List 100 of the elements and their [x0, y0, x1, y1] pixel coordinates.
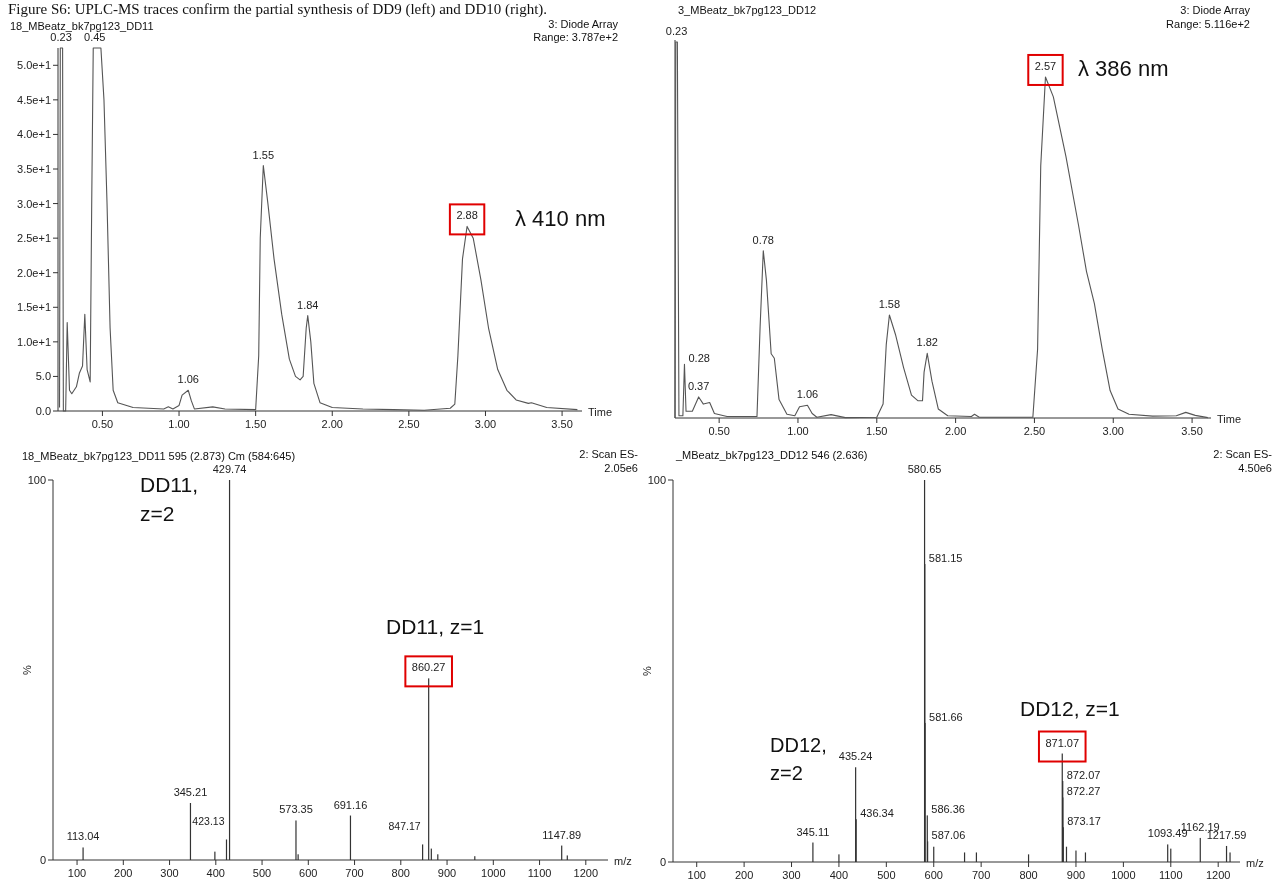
x-tick-label: 700 [971, 869, 991, 881]
y-tick-label: 3.5e+1 [17, 163, 51, 175]
annotation: DD11, z=1 [386, 615, 485, 638]
x-tick-label: 100 [687, 869, 706, 881]
x-tick-label: 700 [345, 867, 364, 879]
annotation: 573.35 [279, 803, 313, 816]
annotation: 847.17 [388, 820, 421, 833]
x-tick-label: 3.00 [1102, 425, 1124, 437]
annotation: DD11, z=2 [140, 473, 198, 526]
x-tick-label: 0.50 [91, 418, 114, 430]
y-tick-label: 0 [39, 854, 46, 866]
x-tick-label: 500 [877, 869, 896, 881]
annotation: 691.16 [333, 798, 368, 811]
text: 2: Scan ES- [1213, 448, 1273, 460]
chart-title: 18_MBeatz_bk7pg123_DD11 [10, 20, 154, 32]
annotation: 1.84 [297, 298, 319, 311]
annotation: 1.58 [878, 297, 901, 310]
annotation: 871.07 [1045, 736, 1080, 749]
annotation: 872.07 [1066, 769, 1101, 782]
x-tick-label: 3.00 [474, 418, 497, 430]
text: 2.05e6 [604, 462, 638, 474]
y-tick-label: 4.5e+1 [17, 93, 51, 106]
annotation: 0.78 [752, 233, 774, 246]
x-axis-title: Time [1217, 413, 1242, 425]
annotation: 1.06 [177, 373, 199, 386]
annotation: 586.36 [931, 803, 965, 816]
annotation: 1147.89 [542, 828, 582, 841]
x-tick-label: 900 [437, 867, 457, 879]
x-tick-label: 1100 [527, 867, 552, 879]
chart-title: 3_MBeatz_bk7pg123_DD12 [678, 4, 817, 16]
y-tick-label: 5.0e+1 [17, 59, 51, 72]
x-tick-label: 200 [114, 867, 133, 879]
annotation: 2.57 [1034, 59, 1057, 72]
annotation: 860.27 [411, 661, 446, 674]
x-tick-label: 3.50 [1181, 425, 1203, 437]
x-tick-label: 600 [924, 869, 943, 881]
annotation: 0.23 [665, 25, 688, 37]
text: 3: Diode Array [1180, 4, 1251, 16]
y-tick-label: 0 [659, 856, 666, 868]
caption: Figure S6: UPLC-MS traces confirm the partial synthesis of DD9 (left) and DD10 (right). [8, 1, 548, 18]
annotation: 580.65 [907, 463, 942, 475]
x-tick-label: 100 [67, 867, 87, 879]
x-tick-label: 2.50 [1023, 425, 1046, 437]
x-tick-label: 1200 [573, 867, 599, 879]
annotation: λ 410 nm [515, 206, 606, 231]
y-tick-label: 1.5e+1 [17, 301, 51, 314]
annotation: λ 386 nm [1078, 56, 1169, 81]
y-tick-label: 5.0 [35, 370, 51, 383]
annotation: 435.24 [838, 750, 873, 763]
y-tick-label: 4.0e+1 [17, 128, 51, 141]
chart-title: 18_MBeatz_bk7pg123_DD11 595 (2.873) Cm (584:645) [22, 450, 296, 462]
x-axis-title: Time [588, 406, 613, 418]
y-tick-label: 2.0e+1 [17, 266, 51, 279]
annotation: 345.11 [796, 825, 830, 838]
annotation: 872.27 [1066, 785, 1101, 798]
annotation: 587.06 [931, 829, 966, 842]
x-tick-label: 300 [782, 869, 801, 881]
annotation: 581.15 [928, 552, 963, 565]
text: Range: 5.116e+2 [1166, 18, 1250, 30]
text: 2: Scan ES- [579, 448, 639, 460]
x-tick-label: 400 [206, 867, 225, 879]
annotation: 1.55 [252, 148, 275, 161]
x-tick-label: 2.00 [321, 418, 343, 430]
x-tick-label: 400 [829, 869, 849, 881]
x-tick-label: 1000 [481, 867, 506, 879]
text: 4.50e6 [1238, 462, 1272, 474]
annotation: 0.28 [688, 352, 710, 365]
x-tick-label: 1000 [1111, 869, 1136, 881]
annotation: 0.45 [84, 31, 106, 43]
annotation: 423.13 [192, 815, 225, 828]
x-tick-label: 900 [1066, 869, 1086, 881]
chart-title: _MBeatz_bk7pg123_DD12 546 (2.636) [675, 449, 868, 461]
annotation: 436.34 [860, 807, 894, 820]
y-axis-title: % [641, 665, 653, 676]
x-tick-label: 0.50 [708, 425, 730, 437]
x-tick-label: 800 [391, 867, 410, 879]
y-tick-label: 0.0 [35, 405, 51, 417]
y-tick-label: 100 [27, 474, 46, 486]
annotation: 0.23 [50, 31, 72, 43]
annotation: 873.17 [1067, 815, 1101, 828]
annotation: 113.04 [66, 830, 100, 843]
annotation: DD12, z=1 [1020, 697, 1120, 720]
x-tick-label: 1.50 [244, 418, 267, 430]
annotation: 1.82 [916, 336, 938, 349]
x-axis-title: m/z [614, 855, 632, 867]
x-tick-label: 800 [1019, 869, 1038, 881]
y-tick-label: 2.5e+1 [17, 232, 51, 245]
x-tick-label: 600 [299, 867, 318, 879]
x-tick-label: 2.50 [398, 418, 420, 430]
x-tick-label: 3.50 [551, 418, 573, 430]
y-axis-title: % [21, 664, 33, 675]
x-tick-label: 200 [734, 869, 754, 881]
x-tick-label: 300 [160, 867, 179, 879]
annotation: DD12, z=2 [770, 734, 827, 784]
annotation: 2.88 [456, 209, 478, 222]
annotation: 345.21 [173, 786, 208, 798]
x-tick-label: 1200 [1205, 869, 1231, 881]
text: Range: 3.787e+2 [533, 31, 618, 43]
annotation: 581.66 [929, 710, 963, 723]
y-tick-label: 1.0e+1 [17, 335, 51, 348]
